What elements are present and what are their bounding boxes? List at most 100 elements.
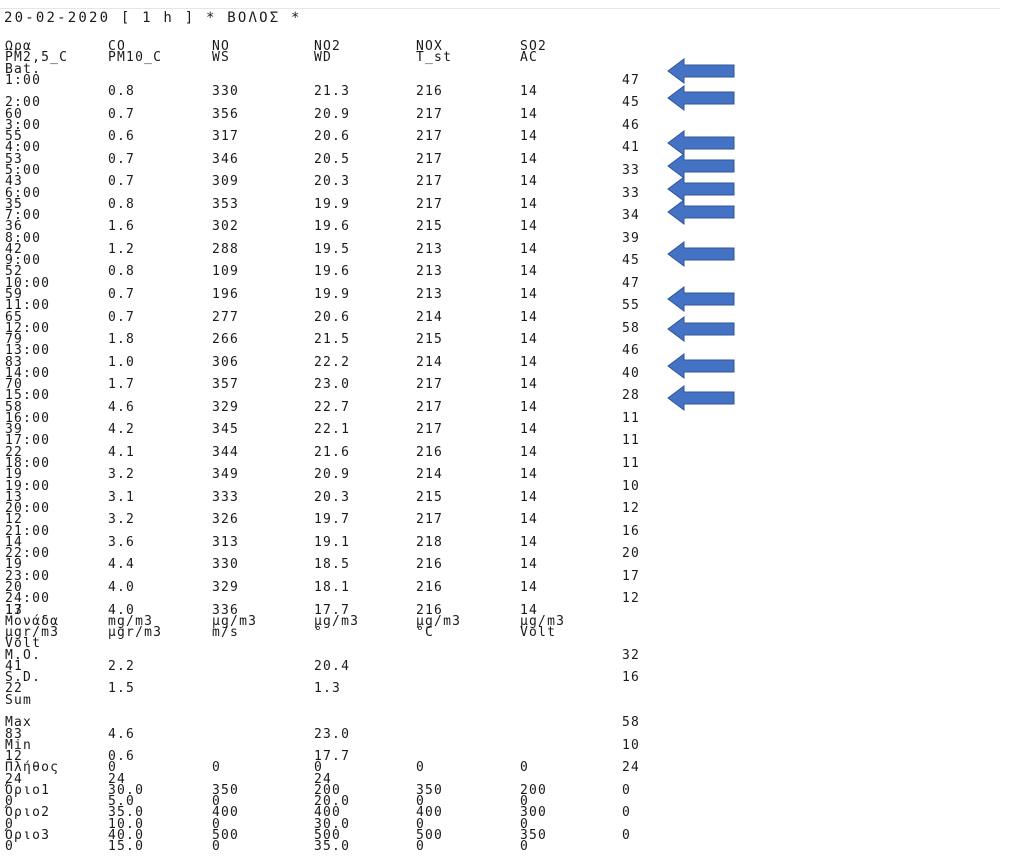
- measurement-value: 344: [212, 444, 240, 460]
- pm-value: 12: [5, 512, 24, 528]
- stat-value: 1.3: [314, 681, 342, 697]
- measurement-value: 14: [520, 84, 539, 100]
- stat-value: 41: [5, 658, 24, 674]
- measurement-value: 3.2: [108, 467, 136, 483]
- header-label: PM10_C: [108, 50, 163, 66]
- pm-value: 52: [5, 264, 24, 280]
- stat-value: 24: [5, 771, 24, 787]
- pm-value: 58: [5, 399, 24, 415]
- header-label: WD: [314, 50, 333, 66]
- stat-value: 0: [5, 816, 15, 832]
- unit-label: μg/m3: [416, 613, 462, 629]
- pm-value: 83: [5, 354, 24, 370]
- stat-value: 83: [5, 726, 24, 742]
- stat-value: 400: [212, 805, 240, 821]
- measurement-value: 19.6: [314, 264, 351, 280]
- measurement-value: 333: [212, 489, 240, 505]
- unit-label: Volt: [520, 625, 557, 640]
- stat-value: 0: [5, 794, 15, 810]
- battery-value: 46: [622, 117, 641, 133]
- stat-value: 1.5: [108, 681, 136, 697]
- stat-value: 500: [212, 827, 240, 843]
- pm-value: 14: [5, 534, 24, 550]
- measurement-value: 14: [520, 309, 539, 325]
- unit-label: °C: [416, 625, 435, 640]
- stat-value: 30.0: [108, 782, 145, 798]
- measurement-value: 21.6: [314, 444, 351, 460]
- measurement-value: 329: [212, 580, 240, 595]
- battery-value: 33: [622, 185, 641, 201]
- unit-label: μgr/m3: [5, 625, 60, 640]
- measurement-value: 19.5: [314, 241, 351, 257]
- measurement-value: 0.7: [108, 106, 136, 122]
- measurement-value: 217: [416, 129, 444, 145]
- stat-value: 16: [622, 670, 641, 686]
- measurement-value: 14: [520, 196, 539, 212]
- measurement-value: 277: [212, 309, 240, 325]
- measurement-value: 217: [416, 174, 444, 190]
- hour-label: 11:00: [5, 298, 51, 314]
- measurement-value: 14: [520, 151, 539, 167]
- measurement-value: 14: [520, 332, 539, 347]
- battery-value: 41: [622, 140, 641, 156]
- left-arrow-icon: [667, 130, 735, 156]
- stat-label: Όριο2: [5, 805, 51, 821]
- measurement-value: 214: [416, 354, 444, 370]
- stat-value: 24: [314, 771, 333, 787]
- measurement-value: 0.7: [108, 286, 136, 302]
- measurement-value: 23.0: [314, 377, 351, 393]
- stat-value: 22: [5, 681, 24, 697]
- measurement-value: 1.7: [108, 377, 136, 393]
- stat-value: 0.6: [108, 749, 136, 764]
- battery-value: 11: [622, 456, 641, 471]
- stat-value: 0: [416, 839, 426, 855]
- header-label: Bat.: [5, 61, 42, 77]
- stat-label: Min: [5, 737, 33, 753]
- measurement-value: 217: [416, 196, 444, 212]
- measurement-value: 357: [212, 377, 240, 393]
- battery-value: 39: [622, 230, 641, 246]
- measurement-value: 14: [520, 219, 539, 235]
- measurement-value: 0.8: [108, 196, 136, 212]
- measurement-value: 329: [212, 399, 240, 415]
- left-arrow-icon: [667, 153, 735, 179]
- measurement-value: 288: [212, 241, 240, 257]
- measurement-value: 3.1: [108, 489, 136, 505]
- measurement-value: 14: [520, 467, 539, 483]
- stat-value: 350: [212, 782, 240, 798]
- measurement-value: 215: [416, 489, 444, 505]
- header-label: NO2: [314, 39, 342, 54]
- measurement-value: 3.6: [108, 534, 136, 550]
- stat-value: 10: [622, 737, 641, 753]
- pm-value: 22: [5, 444, 24, 460]
- battery-value: 28: [622, 388, 641, 404]
- measurement-value: 0.7: [108, 174, 136, 190]
- stat-label: S.D.: [5, 670, 42, 686]
- measurement-value: 330: [212, 557, 240, 573]
- stat-value: 0: [416, 794, 426, 810]
- unit-label: μg/m3: [212, 613, 258, 629]
- pm-value: 43: [5, 174, 24, 190]
- stat-value: 0: [314, 760, 324, 776]
- measurement-value: 14: [520, 174, 539, 190]
- stat-value: 30.0: [314, 816, 351, 832]
- unit-label: μg/m3: [520, 613, 566, 629]
- measurement-value: 22.7: [314, 399, 351, 415]
- unit-label: mg/m3: [108, 613, 154, 629]
- stat-value: 24: [108, 771, 127, 787]
- measurement-value: 4.4: [108, 557, 136, 573]
- pm-value: 42: [5, 241, 24, 257]
- measurement-value: 346: [212, 151, 240, 167]
- measurement-value: 19.9: [314, 196, 351, 212]
- measurement-value: 1.0: [108, 354, 136, 370]
- measurement-value: 14: [520, 512, 539, 528]
- measurement-value: 216: [416, 557, 444, 573]
- left-arrow-icon: [667, 385, 735, 411]
- measurement-value: 18.5: [314, 557, 351, 573]
- pm-value: 53: [5, 151, 24, 167]
- header-label: T_st: [416, 50, 453, 66]
- measurement-value: 356: [212, 106, 240, 122]
- hour-label: 8:00: [5, 230, 42, 246]
- pm-value: 79: [5, 332, 24, 347]
